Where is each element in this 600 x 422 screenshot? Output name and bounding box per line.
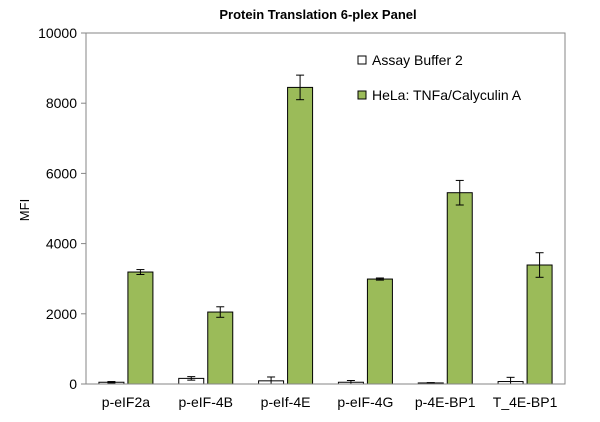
- y-tick-label: 0: [69, 376, 77, 392]
- y-tick-label: 6000: [46, 165, 77, 181]
- bar-hela-4: [446, 192, 473, 385]
- y-tick-label: 8000: [46, 95, 77, 111]
- x-axis: p-eIF2a p-eIF-4B p-eIf-4E p-eIF-4G p-4E-BP1 T…: [86, 383, 565, 410]
- legend-label-1: HeLa: TNFa/Calyculin A: [372, 87, 522, 103]
- y-axis-label: MFI: [17, 199, 32, 221]
- bar-hela-0: [127, 271, 154, 385]
- x-tick-label: p-eIf-4E: [261, 394, 311, 410]
- y-tick-label: 10000: [38, 25, 77, 41]
- y-tick-label: 2000: [46, 306, 77, 322]
- bar-hela-1: [207, 311, 234, 385]
- x-tick-label: T_4E-BP1: [493, 394, 558, 410]
- legend-swatch-0: [357, 55, 367, 65]
- legend-swatch-1: [357, 90, 367, 100]
- bar-hela-2: [287, 86, 314, 385]
- legend: Assay Buffer 2 HeLa: TNFa/Calyculin A: [357, 52, 522, 103]
- chart-title: Protein Translation 6-plex Panel: [219, 7, 416, 22]
- bar-hela-3: [366, 278, 393, 385]
- x-tick-label: p-eIF-4B: [179, 394, 233, 410]
- plot-area: [85, 32, 566, 385]
- y-axis: 0 2000 4000 6000 8000 10000: [38, 25, 87, 392]
- x-tick-label: p-4E-BP1: [415, 394, 476, 410]
- bar-hela-5: [526, 264, 553, 385]
- legend-label-0: Assay Buffer 2: [372, 52, 463, 68]
- y-tick-label: 4000: [46, 236, 77, 252]
- bars-group: [98, 74, 553, 385]
- x-tick-label: p-eIF2a: [102, 394, 150, 410]
- x-tick-label: p-eIF-4G: [337, 394, 393, 410]
